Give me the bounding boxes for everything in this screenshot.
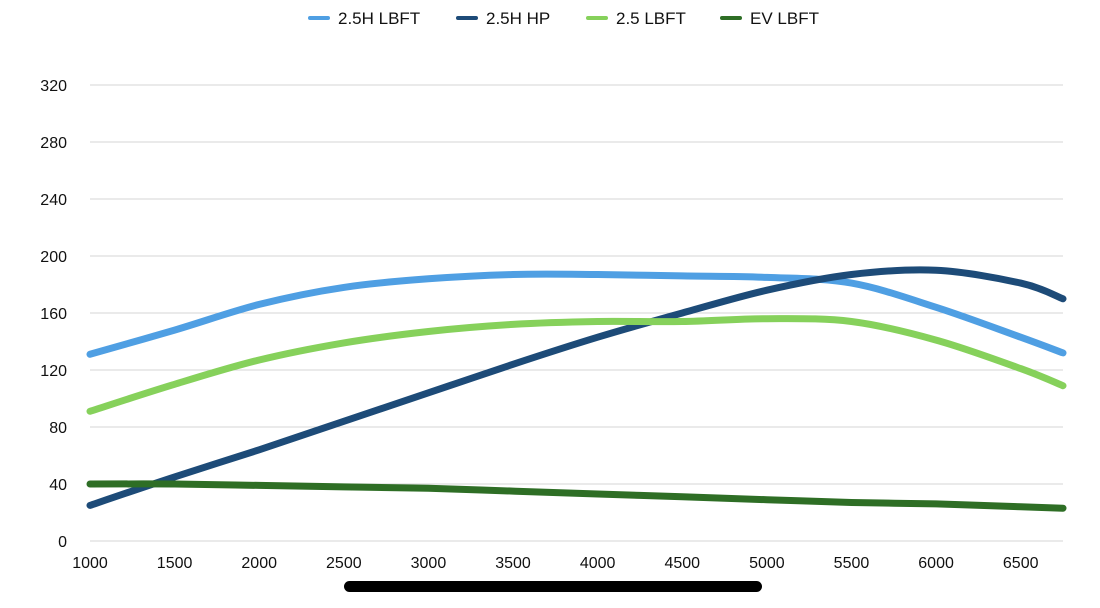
x-tick-label: 6000	[918, 555, 954, 572]
x-tick-label: 3500	[495, 555, 531, 572]
series-line-ev-lbft	[86, 480, 1067, 512]
x-tick-label: 4000	[580, 555, 616, 572]
series-line-2-5h-hp	[86, 266, 1067, 509]
x-tick-label: 2000	[241, 555, 277, 572]
legend-label-2-5-lbft: 2.5 LBFT	[616, 9, 686, 28]
legend-label-2-5h-hp: 2.5H HP	[486, 9, 550, 28]
y-tick-label: 0	[58, 534, 67, 551]
series-line-2-5-lbft	[86, 315, 1067, 415]
legend: 2.5H LBFT 2.5H HP 2.5 LBFT EV LBFT	[308, 9, 819, 28]
x-axis-ticks: 1000 1500 2000 2500 3000 3500 4000 4500 5000 5500…	[72, 555, 1038, 572]
x-tick-label: 3000	[411, 555, 447, 572]
y-tick-label: 40	[49, 477, 67, 494]
series-line-2-5h-lbft	[86, 270, 1067, 358]
x-tick-label: 4500	[664, 555, 700, 572]
y-tick-label: 320	[40, 78, 67, 95]
x-tick-label: 5500	[834, 555, 870, 572]
x-tick-label: 6500	[1003, 555, 1039, 572]
legend-label-ev-lbft: EV LBFT	[750, 9, 819, 28]
x-tick-label: 5000	[749, 555, 785, 572]
home-indicator-bar	[344, 581, 762, 592]
y-tick-label: 200	[40, 249, 67, 266]
x-tick-label: 1000	[72, 555, 108, 572]
y-tick-label: 280	[40, 135, 67, 152]
y-tick-label: 80	[49, 420, 67, 437]
y-tick-label: 120	[40, 363, 67, 380]
legend-label-2-5h-lbft: 2.5H LBFT	[338, 9, 420, 28]
y-tick-label: 160	[40, 306, 67, 323]
x-tick-label: 1500	[157, 555, 193, 572]
x-tick-label: 2500	[326, 555, 362, 572]
y-axis-ticks: 0 40 80 120 160 200 240 280 320	[40, 78, 67, 551]
series-lines	[86, 266, 1067, 512]
y-tick-label: 240	[40, 192, 67, 209]
